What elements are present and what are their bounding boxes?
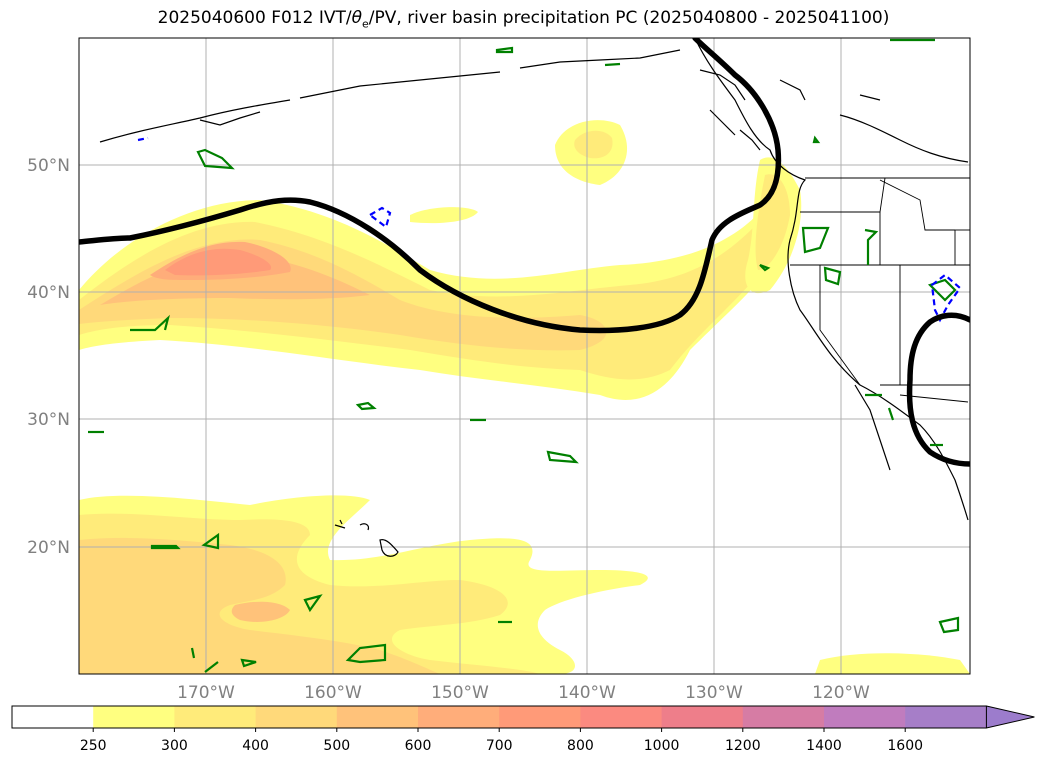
state-borders <box>790 177 970 403</box>
lon-label-150w: 150°W <box>431 683 489 703</box>
lon-label-160w: 160°W <box>304 683 362 703</box>
coastlines <box>99 38 969 557</box>
map-title: 2025040600 F012 IVT/θe/PV, river basin p… <box>157 8 890 31</box>
lon-label-120w: 120°W <box>812 683 870 703</box>
colorbar-segment <box>742 706 825 728</box>
map-frame <box>78 37 971 675</box>
dashed-contours <box>137 136 962 323</box>
colorbar-segment <box>93 706 175 728</box>
colorbar-tick-label: 1600 <box>887 738 923 754</box>
colorbar-tick-label: 600 <box>405 738 432 754</box>
colorbar-segment <box>580 706 663 728</box>
map-gridlines <box>79 38 970 674</box>
colorbar-tick-label: 1400 <box>806 738 842 754</box>
colorbar-extend-arrow <box>985 705 1035 729</box>
theta-e-contours <box>88 38 960 673</box>
colorbar-tick-label: 250 <box>80 738 107 754</box>
colorbar-tick-label: 400 <box>242 738 269 754</box>
colorbar-tick-label: 500 <box>323 738 350 754</box>
colorbar-tick-label: 1200 <box>725 738 761 754</box>
lon-label-130w: 130°W <box>685 683 743 703</box>
colorbar-segment <box>499 706 581 728</box>
pv-contours <box>79 38 970 467</box>
lat-label-50n: 50°N <box>27 156 70 176</box>
colorbar-segment <box>824 706 906 728</box>
colorbar-tick-label: 1000 <box>644 738 680 754</box>
latitude-labels: 50°N 40°N 30°N 20°N <box>27 156 70 558</box>
colorbar-segment <box>905 706 987 728</box>
colorbar-tick-label: 800 <box>567 738 594 754</box>
lon-label-170w: 170°W <box>177 683 235 703</box>
lat-label-20n: 20°N <box>27 538 70 558</box>
colorbar-segment <box>661 706 744 728</box>
colorbar-tick-label: 300 <box>161 738 188 754</box>
colorbar-segment <box>12 706 94 728</box>
longitude-labels: 170°W 160°W 150°W 140°W 130°W 120°W <box>177 683 870 703</box>
colorbar-segment <box>336 706 419 728</box>
ivt-shading-atmospheric-river <box>79 120 970 674</box>
lon-label-140w: 140°W <box>558 683 616 703</box>
colorbar-segment <box>255 706 338 728</box>
colorbar-segment <box>418 706 500 728</box>
colorbar-segment <box>174 706 257 728</box>
lat-label-40n: 40°N <box>27 283 70 303</box>
lat-label-30n: 30°N <box>27 410 70 430</box>
colorbar: 250 300 400 500 600 700 800 1000 1200 1400 1600 <box>11 705 1035 754</box>
colorbar-tick-label: 700 <box>486 738 513 754</box>
